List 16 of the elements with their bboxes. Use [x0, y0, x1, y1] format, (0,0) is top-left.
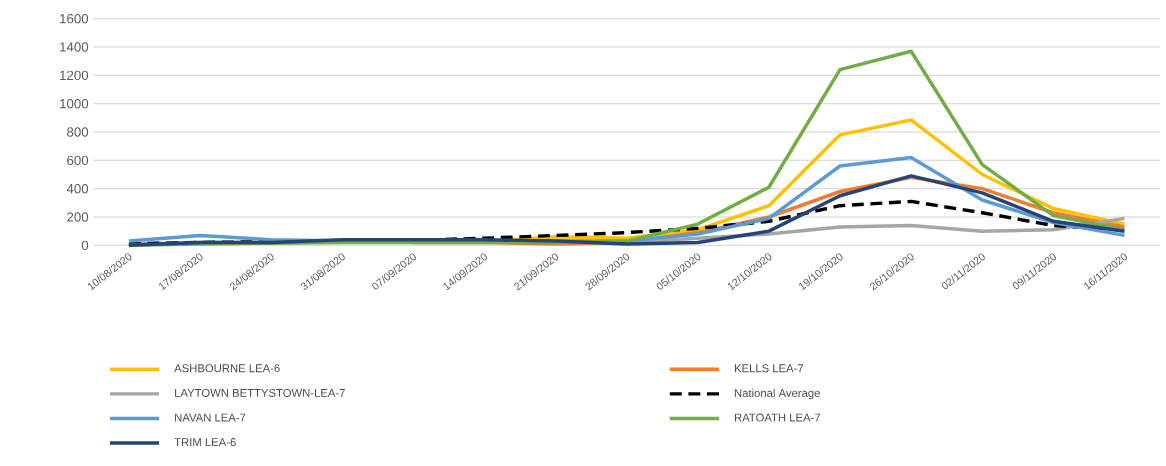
y-tick-label: 400 [66, 183, 89, 194]
legend-label: NAVAN LEA-7 [175, 413, 246, 422]
y-tick-label: 200 [67, 212, 89, 222]
legend-label: KELLS LEA-7 [734, 364, 804, 373]
legend-label: ASHBOURNE LEA-6 [174, 364, 280, 373]
y-tick-label: 1000 [60, 98, 89, 109]
y-tick-label: 800 [67, 127, 89, 137]
y-tick-label: 1600 [60, 13, 89, 24]
y-tick-label: 0 [81, 240, 89, 251]
y-tick-label: 600 [67, 155, 89, 166]
legend-label: RATOATH LEA-7 [734, 413, 821, 422]
legend-label: National Average [734, 388, 820, 400]
y-tick-label: 1400 [60, 42, 89, 52]
legend-label: TRIM LEA-6 [174, 438, 236, 447]
y-tick-label: 1200 [60, 70, 89, 81]
legend-label: LAYTOWN BETTYSTOWN-LEA-7 [175, 388, 345, 397]
